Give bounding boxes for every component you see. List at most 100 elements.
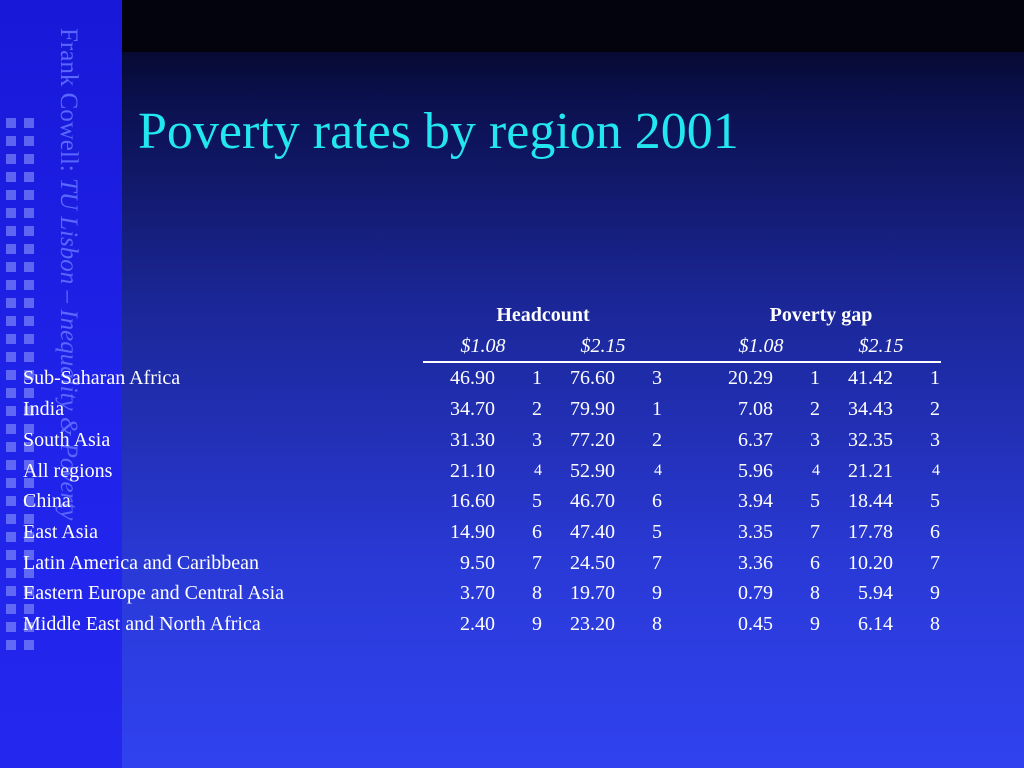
rank-cell: 6	[810, 551, 820, 574]
poverty-gap-215-cell: 6.14	[858, 613, 893, 636]
rank-cell: 6	[930, 520, 940, 543]
rank-cell: 1	[810, 367, 820, 390]
table-row: South Asia 31.30 3 77.20 2 6.37 3 32.35 3	[16, 425, 941, 456]
rank-cell: 2	[810, 398, 820, 421]
headcount-108-cell: 21.10	[450, 459, 495, 482]
rank-cell: 8	[810, 582, 820, 605]
spacer-cell	[663, 578, 701, 609]
rank-cell: 1	[930, 367, 940, 390]
rank-cell: 2	[930, 398, 940, 421]
spacer-cell	[663, 548, 701, 579]
poverty-gap-215-cell: 34.43	[848, 398, 893, 421]
poverty-gap-108-cell: 0.79	[738, 582, 773, 605]
decorative-squares	[6, 118, 116, 658]
poverty-gap-108-cell: 3.94	[738, 490, 773, 513]
group-header-row: Headcount Poverty gap	[16, 300, 941, 331]
poverty-gap-215-cell: 10.20	[848, 551, 893, 574]
rank-cell: 6	[652, 490, 662, 513]
headcount-108-cell: 16.60	[450, 490, 495, 513]
spacer-cell	[663, 456, 701, 487]
poverty-table-container: Headcount Poverty gap $1.08 $2.15 $1.08 …	[16, 300, 1006, 640]
rank-cell: 4	[534, 461, 542, 479]
spacer-cell	[663, 486, 701, 517]
sub-header-pg-108: $1.08	[701, 330, 821, 364]
headcount-108-cell: 2.40	[460, 613, 495, 636]
headcount-108-cell: 14.90	[450, 520, 495, 543]
rank-cell: 5	[930, 490, 940, 513]
rank-cell: 5	[532, 490, 542, 513]
rank-cell: 5	[810, 490, 820, 513]
table-body: Sub-Saharan Africa 46.90 1 76.60 3 20.29 1 41.4…	[16, 362, 941, 639]
headcount-108-cell: 46.90	[450, 367, 495, 390]
rank-cell: 9	[930, 582, 940, 605]
headcount-215-cell: 52.90	[570, 459, 615, 482]
rank-cell: 8	[930, 613, 940, 636]
headcount-215-cell: 77.20	[570, 428, 615, 451]
rank-cell: 6	[532, 520, 542, 543]
poverty-gap-215-cell: 21.21	[848, 459, 893, 482]
spacer-cell	[663, 517, 701, 548]
slide-title: Poverty rates by region 2001	[138, 103, 739, 160]
poverty-gap-215-cell: 32.35	[848, 428, 893, 451]
rank-cell: 7	[930, 551, 940, 574]
rank-cell: 3	[930, 428, 940, 451]
region-cell: China	[23, 490, 71, 513]
region-cell: Sub-Saharan Africa	[23, 366, 181, 389]
rank-cell: 3	[652, 367, 662, 390]
headcount-108-cell: 31.30	[450, 428, 495, 451]
poverty-gap-108-cell: 0.45	[738, 613, 773, 636]
top-band	[122, 0, 1024, 52]
table-row: Middle East and North Africa 2.40 9 23.20 8 0…	[16, 609, 941, 640]
poverty-table: Headcount Poverty gap $1.08 $2.15 $1.08 …	[16, 300, 941, 640]
sub-header-row: $1.08 $2.15 $1.08 $2.15	[16, 330, 941, 364]
region-cell: East Asia	[23, 520, 98, 543]
poverty-gap-108-cell: 5.96	[738, 459, 773, 482]
poverty-gap-215-cell: 41.42	[848, 367, 893, 390]
sidebar: Frank Cowell: TU Lisbon – Inequality & P…	[0, 0, 122, 768]
table-row: China 16.60 5 46.70 6 3.94 5 18.44 5	[16, 486, 941, 517]
table-row: Sub-Saharan Africa 46.90 1 76.60 3 20.29 1 41.4…	[16, 362, 941, 394]
region-cell: South Asia	[23, 428, 111, 451]
poverty-gap-215-cell: 18.44	[848, 490, 893, 513]
headcount-108-cell: 9.50	[460, 551, 495, 574]
poverty-gap-108-cell: 3.35	[738, 520, 773, 543]
rank-cell: 4	[812, 461, 820, 479]
poverty-gap-215-cell: 5.94	[858, 582, 893, 605]
rank-cell: 9	[532, 613, 542, 636]
rank-cell: 8	[652, 613, 662, 636]
rank-cell: 3	[532, 428, 542, 451]
group-header-headcount: Headcount	[496, 304, 590, 326]
rank-cell: 7	[532, 551, 542, 574]
region-cell: All regions	[23, 459, 113, 482]
poverty-gap-108-cell: 3.36	[738, 551, 773, 574]
region-cell: Middle East and North Africa	[23, 613, 261, 636]
headcount-108-cell: 34.70	[450, 398, 495, 421]
sub-header-hc-108: $1.08	[423, 330, 543, 364]
headcount-215-cell: 47.40	[570, 520, 615, 543]
headcount-215-cell: 24.50	[570, 551, 615, 574]
spacer-cell	[663, 609, 701, 640]
headcount-108-cell: 3.70	[460, 582, 495, 605]
spacer-cell	[663, 425, 701, 456]
rank-cell: 4	[932, 461, 940, 479]
rank-cell: 7	[652, 551, 662, 574]
rank-cell: 8	[532, 582, 542, 605]
rank-cell: 9	[810, 613, 820, 636]
rank-cell: 5	[652, 520, 662, 543]
sub-header-hc-215: $2.15	[543, 330, 663, 364]
rank-cell: 3	[810, 428, 820, 451]
poverty-gap-215-cell: 17.78	[848, 520, 893, 543]
region-cell: India	[23, 398, 65, 421]
poverty-gap-108-cell: 20.29	[728, 367, 773, 390]
headcount-215-cell: 19.70	[570, 582, 615, 605]
table-row: Latin America and Caribbean 9.50 7 24.50 7 3.…	[16, 548, 941, 579]
headcount-215-cell: 23.20	[570, 613, 615, 636]
poverty-gap-108-cell: 6.37	[738, 428, 773, 451]
rank-cell: 1	[532, 367, 542, 390]
rank-cell: 4	[654, 461, 662, 479]
rank-cell: 1	[652, 398, 662, 421]
table-row: All regions 21.10 4 52.90 4 5.96 4 21.21 4	[16, 456, 941, 487]
rank-cell: 7	[810, 520, 820, 543]
sidebar-author: Frank Cowell:	[55, 28, 82, 172]
table-row: East Asia 14.90 6 47.40 5 3.35 7 17.78 6	[16, 517, 941, 548]
